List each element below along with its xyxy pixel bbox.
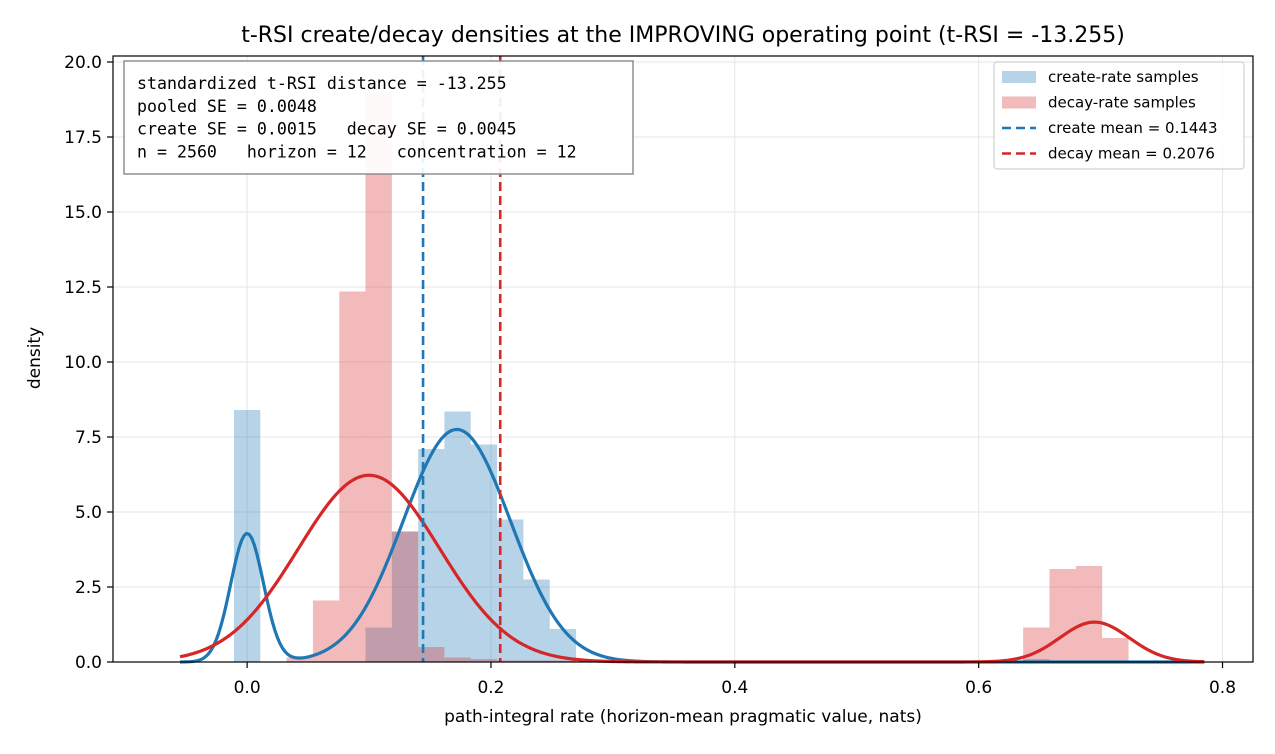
histogram-bar [549,660,577,662]
y-axis-label: density [25,327,45,389]
stats-box-line: n = 2560 horizon = 12 concentration = 12 [137,142,577,161]
y-tick-label: 5.0 [75,503,102,523]
histogram-bar [391,531,419,662]
x-tick-label: 0.8 [1209,678,1236,698]
histogram-bar [365,92,392,662]
y-tick-label: 15.0 [64,203,102,223]
y-tick-label: 0.0 [75,653,102,673]
x-tick-label: 0.0 [234,678,261,698]
x-tick-label: 0.2 [477,678,504,698]
histogram-bar [470,659,498,662]
histogram-bar [497,660,524,662]
histogram-bar [523,660,550,662]
axes: 0.0 0.2 0.4 0.6 0.8 0.0 2.5 5.0 7.5 10.0 12.5 15.0 1… [64,53,1254,698]
y-tick-label: 12.5 [64,278,102,298]
stats-box: standardized t-RSI distance = -13.255 poo… [123,60,634,175]
histogram-bar [444,657,471,662]
histogram-bar [391,531,419,662]
legend-label: create-rate samples [1048,68,1199,86]
x-axis-label: path-integral rate (horizon-mean pragmat… [444,707,922,727]
y-tick-label: 20.0 [64,53,102,73]
legend-label: decay-rate samples [1048,94,1196,112]
plot-frame [112,55,1254,663]
stats-box-line: pooled SE = 0.0048 [137,97,317,116]
histogram-bar [470,444,498,662]
histogram-bar [286,657,313,662]
legend-swatch [1002,96,1036,109]
chart-title: t-RSI create/decay densities at the IMPR… [241,23,1125,48]
legend-label: create mean = 0.1443 [1048,119,1218,137]
histogram-bar [233,410,261,662]
legend-frame [993,61,1245,170]
histogram-bar [418,647,445,662]
y-tick-label: 7.5 [75,428,102,448]
histogram-bar [1102,638,1129,662]
grid-lines [113,56,1253,663]
histogram-bar [365,627,392,662]
histogram-bar [1049,569,1076,662]
legend-label: decay mean = 0.2076 [1048,145,1215,163]
stats-box-line: create SE = 0.0015 decay SE = 0.0045 [137,120,517,139]
stats-box-frame [123,60,634,175]
legend-swatch [1002,71,1036,83]
x-tick-label: 0.6 [965,678,992,698]
legend: create-rate samples decay-rate samples cre… [993,61,1245,170]
y-tick-label: 17.5 [64,128,102,148]
y-tick-label: 2.5 [75,578,102,598]
y-tick-label: 10.0 [64,353,102,373]
histogram-bar [444,411,471,662]
histogram-bar [1075,566,1103,662]
stats-box-line: standardized t-RSI distance = -13.255 [137,74,507,93]
x-tick-label: 0.4 [721,678,748,698]
